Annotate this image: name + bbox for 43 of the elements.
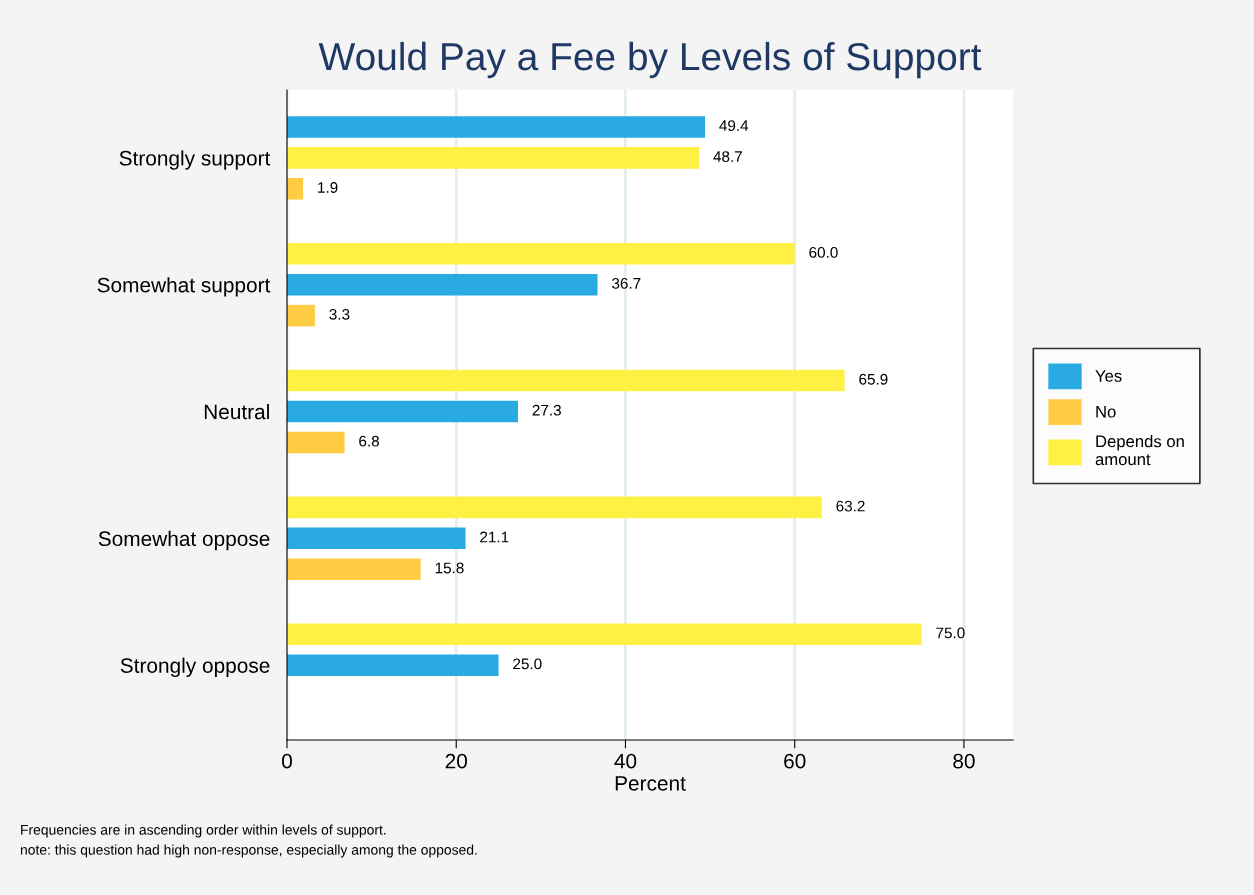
x-tick-label: 40 bbox=[614, 753, 637, 769]
bar bbox=[287, 400, 518, 423]
data-label: 27.3 bbox=[532, 404, 561, 416]
y-tick-label: Neutral bbox=[204, 403, 269, 420]
bar bbox=[287, 496, 822, 519]
x-tick-label: 60 bbox=[784, 753, 806, 769]
data-label: 65.9 bbox=[859, 373, 888, 385]
data-label: 60.0 bbox=[809, 247, 838, 258]
data-label: 15.8 bbox=[435, 562, 464, 574]
data-label: 1.9 bbox=[318, 182, 338, 193]
data-label: 3.3 bbox=[329, 308, 350, 320]
x-tick-label: 20 bbox=[445, 753, 467, 769]
x-tick-label: 80 bbox=[953, 753, 975, 769]
chart-title: Would Pay a Fee by Levels of Support bbox=[318, 41, 982, 79]
bar bbox=[287, 242, 795, 265]
y-tick-label: Somewhat oppose bbox=[98, 530, 270, 551]
data-label: 25.0 bbox=[513, 658, 542, 670]
text: note: this question had high non-response, especially among the opposed. bbox=[20, 844, 477, 858]
y-tick-label: Strongly oppose bbox=[120, 657, 270, 678]
bar bbox=[287, 431, 345, 454]
text: Frequencies are in ascending order within levels of support. bbox=[21, 824, 386, 838]
bar bbox=[287, 623, 922, 645]
data-label: 36.7 bbox=[612, 277, 641, 289]
data-label: 21.1 bbox=[480, 531, 509, 543]
x-tick-label: 0 bbox=[282, 753, 292, 769]
bar bbox=[287, 304, 315, 327]
bar bbox=[287, 558, 421, 581]
bar bbox=[287, 178, 304, 200]
bar bbox=[287, 527, 466, 550]
data-label: 6.8 bbox=[359, 435, 379, 447]
bar bbox=[287, 273, 598, 296]
x-axis-title: Percent bbox=[615, 776, 686, 791]
bar bbox=[287, 654, 499, 676]
data-label: 48.7 bbox=[713, 151, 742, 162]
legend-label: No bbox=[1096, 405, 1116, 418]
data-label: 49.4 bbox=[719, 120, 749, 132]
data-label: 63.2 bbox=[836, 500, 865, 512]
y-tick-label: Strongly support bbox=[119, 150, 271, 170]
bar bbox=[287, 369, 845, 392]
legend-label: Depends on amount bbox=[1095, 435, 1184, 466]
y-tick-label: Somewhat support bbox=[97, 277, 271, 297]
data-label: 75.0 bbox=[936, 627, 965, 639]
legend-label: Yes bbox=[1095, 370, 1122, 382]
